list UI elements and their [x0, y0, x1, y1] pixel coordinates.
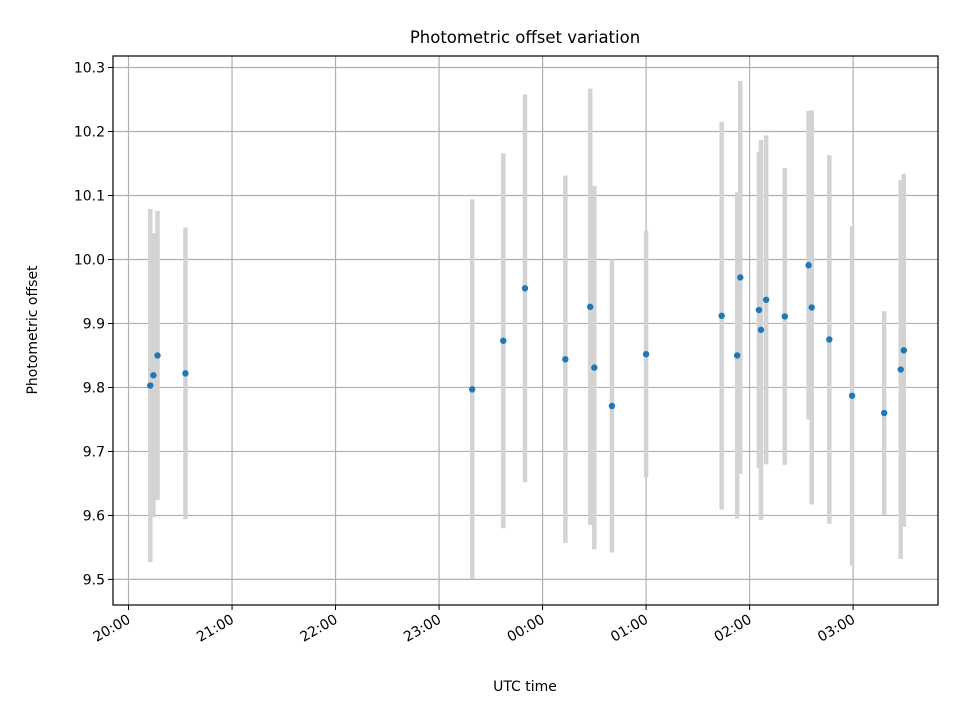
chart-title: Photometric offset variation [410, 28, 640, 47]
data-point [826, 336, 833, 343]
y-tick-label: 9.6 [83, 508, 105, 524]
data-point [608, 402, 616, 410]
y-tick-label: 10.0 [74, 252, 105, 268]
data-point [880, 409, 888, 417]
data-point [805, 262, 812, 269]
data-point [897, 366, 904, 373]
y-axis-ticks: 9.5 9.6 9.7 9.8 9.9 10.0 10.1 10.2 10.3 [74, 61, 113, 588]
data-point [591, 364, 598, 371]
data-point [733, 352, 741, 359]
data-point [781, 313, 789, 320]
data-point [737, 274, 744, 281]
data-point [562, 356, 569, 363]
data-points [147, 262, 908, 417]
y-tick-label: 9.7 [83, 444, 105, 460]
data-point [521, 285, 529, 292]
data-point [755, 306, 763, 314]
data-point [718, 312, 725, 319]
y-tick-label: 9.5 [83, 572, 105, 588]
data-point [147, 382, 154, 389]
data-point [154, 352, 161, 359]
data-point [500, 337, 507, 344]
y-tick-label: 9.8 [83, 380, 105, 396]
y-axis-label: Photometric offset [25, 265, 41, 395]
data-point [150, 372, 157, 379]
y-tick-label: 10.3 [74, 61, 105, 77]
data-point [848, 392, 856, 399]
data-point [808, 304, 815, 311]
data-point [757, 326, 765, 334]
x-axis-label: UTC time [493, 679, 557, 695]
data-point [900, 347, 908, 354]
data-point [182, 370, 189, 377]
y-tick-label: 10.1 [74, 188, 105, 204]
data-point [762, 296, 770, 303]
data-point [468, 386, 476, 393]
y-tick-label: 9.9 [83, 316, 105, 332]
data-point [642, 350, 650, 358]
data-point [586, 303, 594, 311]
plot-frame [112, 55, 939, 606]
y-tick-label: 10.2 [74, 125, 105, 141]
